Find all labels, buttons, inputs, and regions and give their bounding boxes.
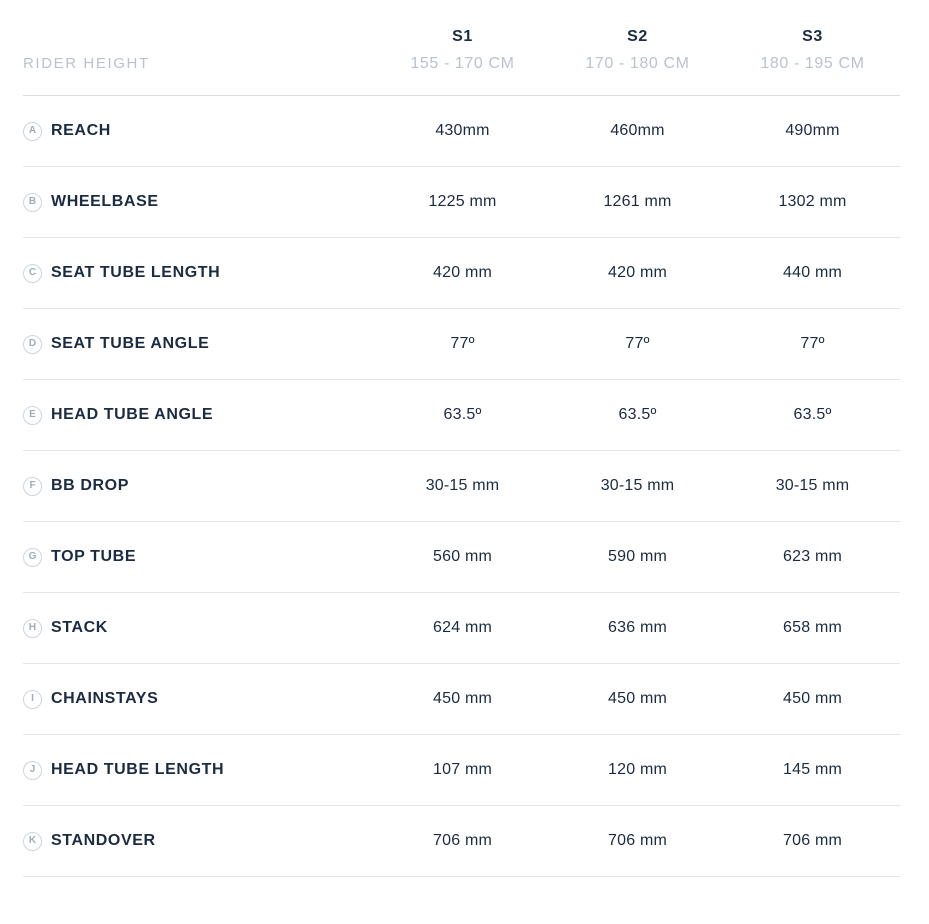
value-cell-s3: 63.5º — [793, 406, 832, 423]
size-column-header-s3: S3 180 - 195 CM — [725, 28, 900, 73]
row-label-cell: B WHEELBASE — [23, 192, 375, 212]
row-label-cell: H STACK — [23, 618, 375, 638]
value-cell-s1: 1225 mm — [428, 193, 497, 210]
rider-height-label: RIDER HEIGHT — [23, 55, 150, 72]
value-cell-s3: 77º — [800, 335, 825, 352]
row-label-cell: A REACH — [23, 121, 375, 141]
value-cell-s2: 460mm — [610, 122, 665, 139]
table-row: K STANDOVER 706 mm 706 mm 706 mm — [23, 806, 900, 877]
row-label-cell: G TOP TUBE — [23, 547, 375, 567]
value-cell-s2: 420 mm — [608, 264, 667, 281]
size-range: 170 - 180 CM — [585, 55, 690, 72]
row-letter-badge: B — [23, 192, 42, 212]
table-row: I CHAINSTAYS 450 mm 450 mm 450 mm — [23, 664, 900, 735]
row-label: HEAD TUBE LENGTH — [51, 761, 225, 778]
value-cell-s3: 440 mm — [783, 264, 842, 281]
row-letter-badge: F — [23, 476, 42, 496]
value-cell-s1: 430mm — [435, 122, 490, 139]
value-cell-s2: 63.5º — [618, 406, 657, 423]
row-label-cell: D SEAT TUBE ANGLE — [23, 334, 375, 354]
row-letter-badge: K — [23, 831, 42, 851]
row-label-cell: C SEAT TUBE LENGTH — [23, 263, 375, 283]
row-letter-badge: J — [23, 760, 42, 780]
row-letter-badge: A — [23, 121, 42, 141]
row-letter-badge: E — [23, 405, 42, 425]
value-cell-s1: 420 mm — [433, 264, 492, 281]
value-cell-s2: 30-15 mm — [600, 477, 675, 494]
row-label: SEAT TUBE LENGTH — [51, 264, 221, 281]
value-cell-s1: 706 mm — [433, 832, 492, 849]
value-cell-s3: 490mm — [785, 122, 840, 139]
value-cell-s3: 145 mm — [783, 761, 842, 778]
size-range: 155 - 170 CM — [410, 55, 515, 72]
size-range: 180 - 195 CM — [760, 55, 865, 72]
value-cell-s3: 658 mm — [783, 619, 842, 636]
value-cell-s2: 706 mm — [608, 832, 667, 849]
table-header-row: RIDER HEIGHT S1 155 - 170 CM S2 170 - 18… — [23, 0, 900, 96]
value-cell-s2: 590 mm — [608, 548, 667, 565]
table-row: G TOP TUBE 560 mm 590 mm 623 mm — [23, 522, 900, 593]
size-column-header-s2: S2 170 - 180 CM — [550, 28, 725, 73]
table-row: D SEAT TUBE ANGLE 77º 77º 77º — [23, 309, 900, 380]
row-label-cell: I CHAINSTAYS — [23, 689, 375, 709]
table-row: B WHEELBASE 1225 mm 1261 mm 1302 mm — [23, 167, 900, 238]
table-row: F BB DROP 30-15 mm 30-15 mm 30-15 mm — [23, 451, 900, 522]
row-letter-badge: H — [23, 618, 42, 638]
value-cell-s2: 1261 mm — [603, 193, 672, 210]
value-cell-s1: 107 mm — [433, 761, 492, 778]
value-cell-s1: 30-15 mm — [425, 477, 500, 494]
row-letter-badge: G — [23, 547, 42, 567]
value-cell-s2: 77º — [625, 335, 650, 352]
row-label: TOP TUBE — [51, 548, 137, 565]
size-name: S2 — [627, 28, 648, 45]
table-row: C SEAT TUBE LENGTH 420 mm 420 mm 440 mm — [23, 238, 900, 309]
value-cell-s1: 63.5º — [443, 406, 482, 423]
value-cell-s3: 623 mm — [783, 548, 842, 565]
value-cell-s1: 77º — [450, 335, 475, 352]
row-label: CHAINSTAYS — [51, 690, 159, 707]
size-column-header-s1: S1 155 - 170 CM — [375, 28, 550, 73]
row-label: SEAT TUBE ANGLE — [51, 335, 210, 352]
value-cell-s1: 624 mm — [433, 619, 492, 636]
row-label: STANDOVER — [51, 832, 156, 849]
row-label-cell: F BB DROP — [23, 476, 375, 496]
value-cell-s3: 1302 mm — [778, 193, 847, 210]
row-label: HEAD TUBE ANGLE — [51, 406, 214, 423]
value-cell-s2: 120 mm — [608, 761, 667, 778]
row-label-cell: J HEAD TUBE LENGTH — [23, 760, 375, 780]
value-cell-s1: 560 mm — [433, 548, 492, 565]
size-name: S1 — [452, 28, 473, 45]
table-row: E HEAD TUBE ANGLE 63.5º 63.5º 63.5º — [23, 380, 900, 451]
row-label: WHEELBASE — [51, 193, 159, 210]
row-label-cell: E HEAD TUBE ANGLE — [23, 405, 375, 425]
value-cell-s3: 450 mm — [783, 690, 842, 707]
table-row: J HEAD TUBE LENGTH 107 mm 120 mm 145 mm — [23, 735, 900, 806]
value-cell-s2: 636 mm — [608, 619, 667, 636]
value-cell-s2: 450 mm — [608, 690, 667, 707]
row-label: STACK — [51, 619, 108, 636]
row-label: BB DROP — [51, 477, 129, 494]
value-cell-s3: 706 mm — [783, 832, 842, 849]
geometry-table: RIDER HEIGHT S1 155 - 170 CM S2 170 - 18… — [23, 0, 900, 877]
table-row: A REACH 430mm 460mm 490mm — [23, 96, 900, 167]
row-letter-badge: D — [23, 334, 42, 354]
value-cell-s3: 30-15 mm — [775, 477, 850, 494]
table-row: H STACK 624 mm 636 mm 658 mm — [23, 593, 900, 664]
value-cell-s1: 450 mm — [433, 690, 492, 707]
row-label-cell: K STANDOVER — [23, 831, 375, 851]
row-letter-badge: C — [23, 263, 42, 283]
size-name: S3 — [802, 28, 823, 45]
row-letter-badge: I — [23, 689, 42, 709]
row-label: REACH — [51, 122, 111, 139]
